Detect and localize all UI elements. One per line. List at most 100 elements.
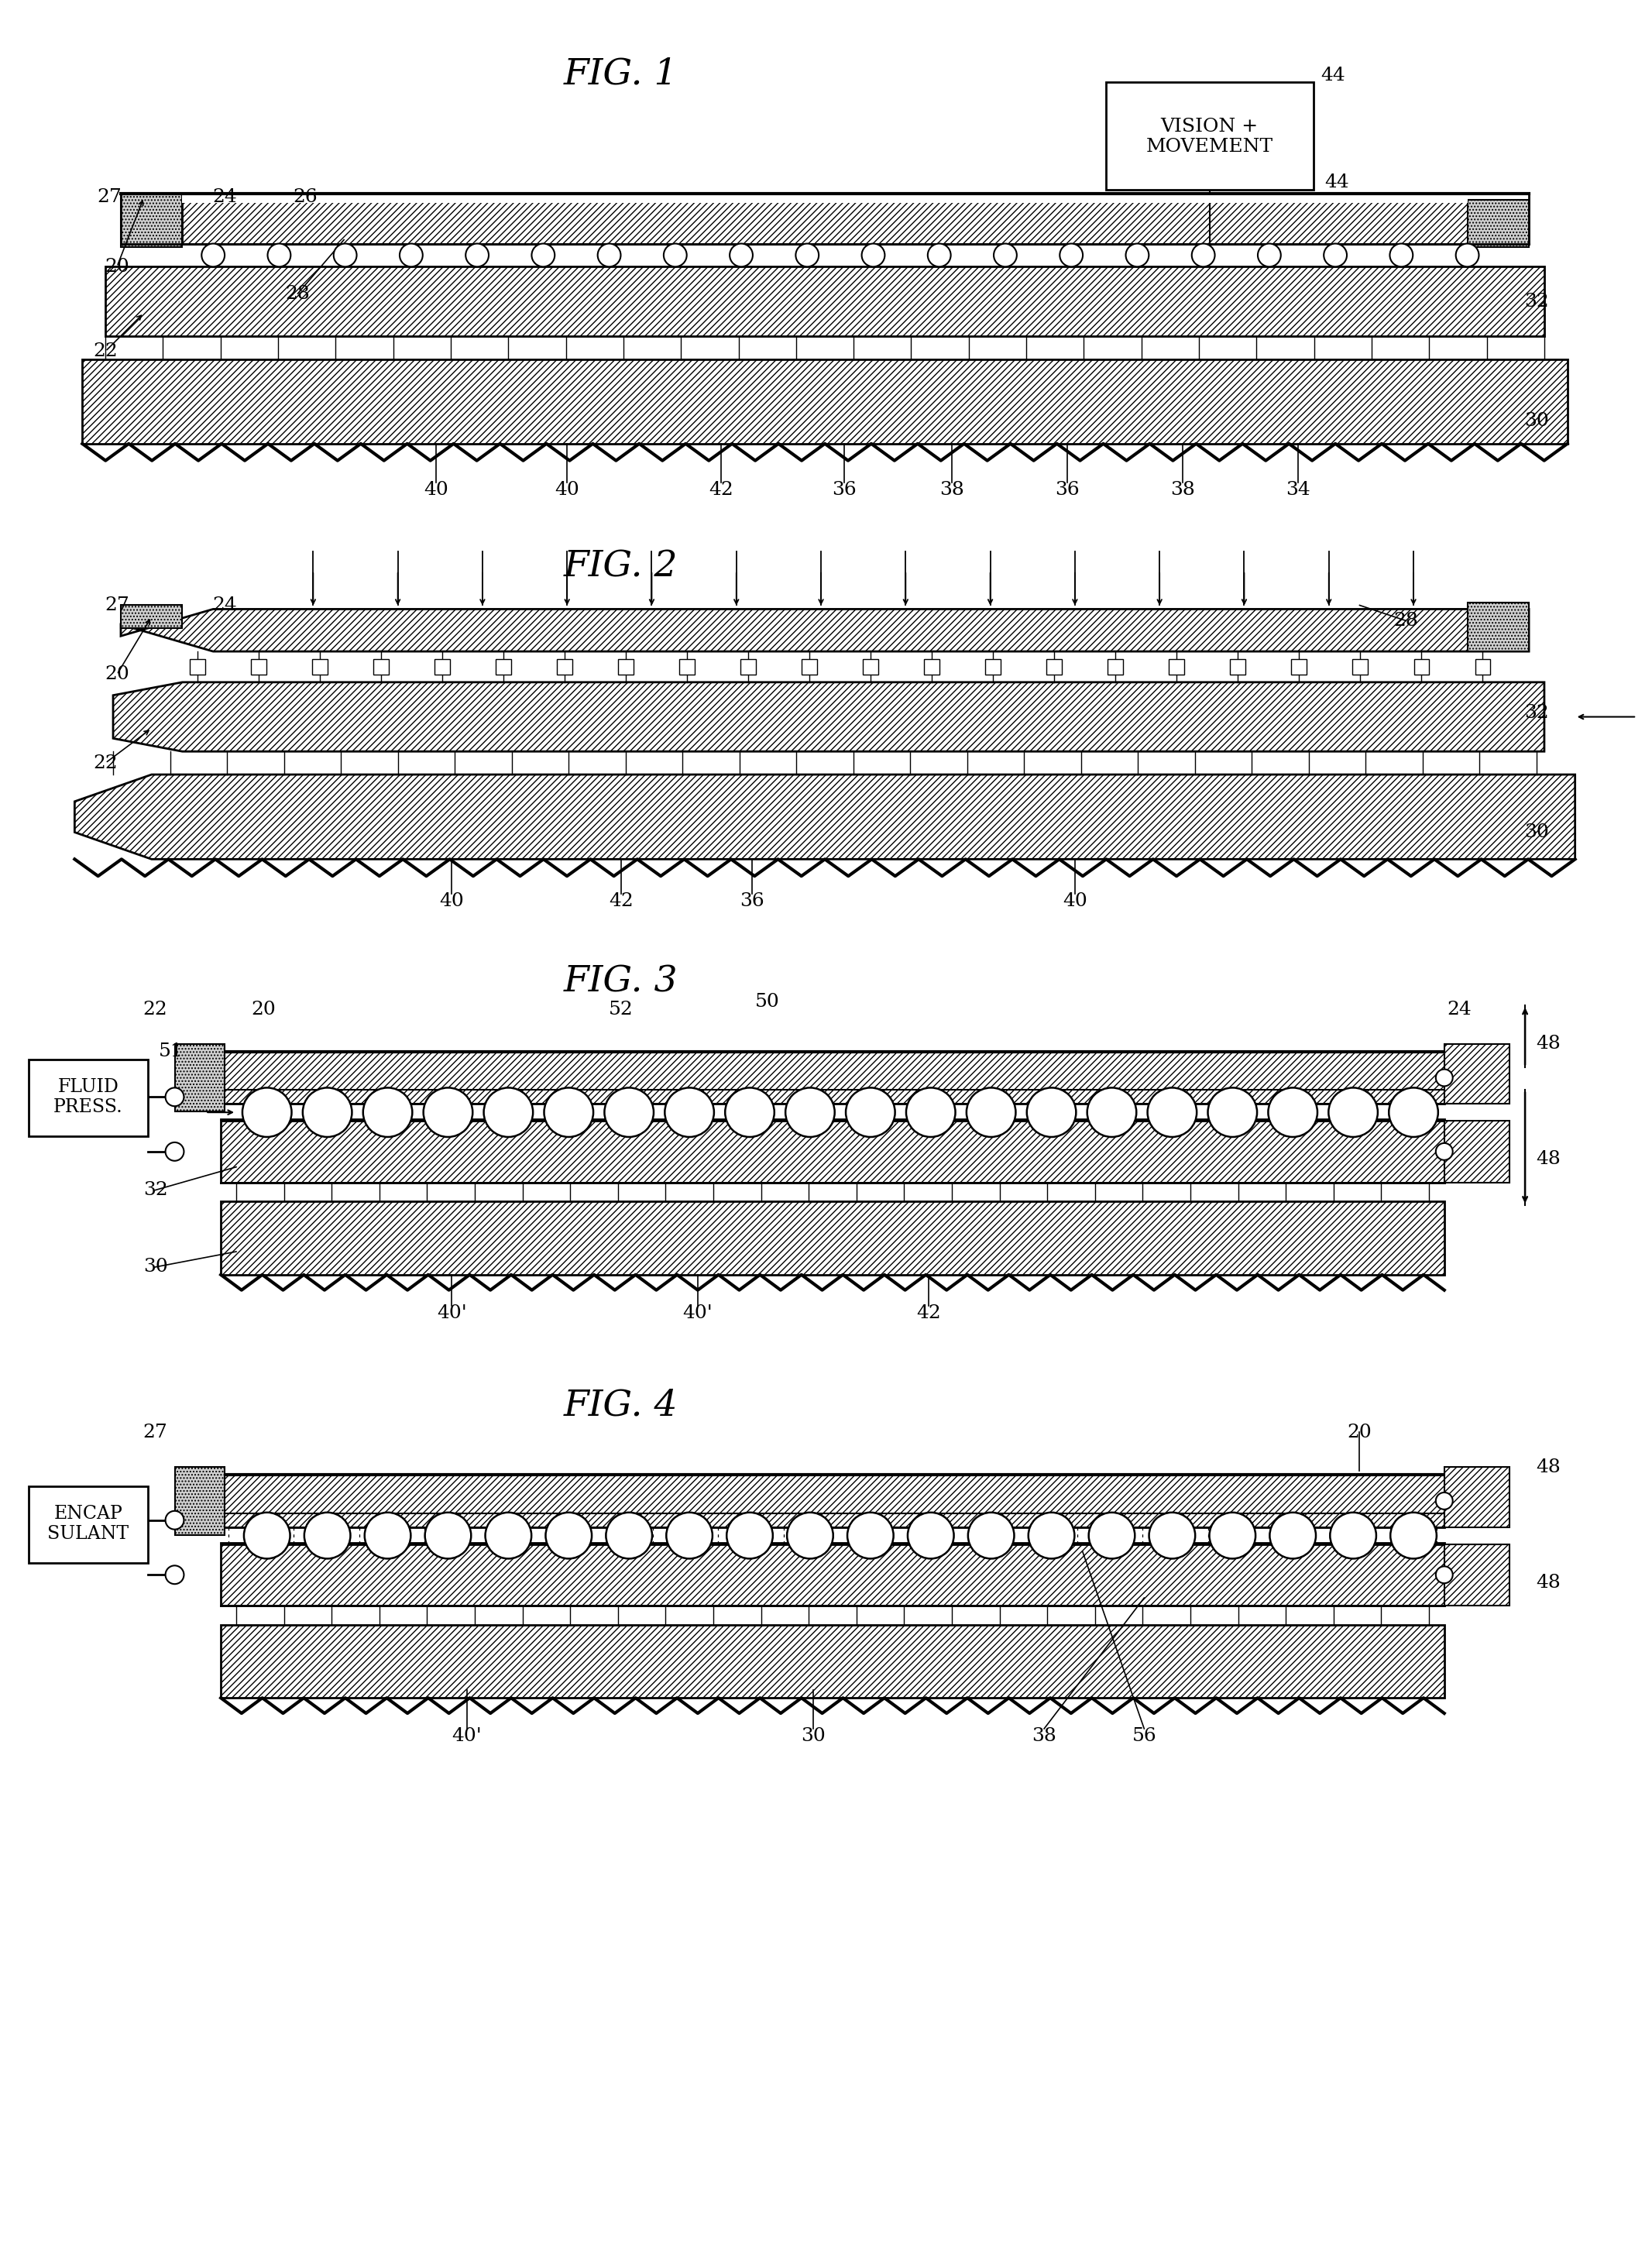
- Text: 32: 32: [1525, 705, 1550, 721]
- Text: 48: 48: [1536, 1036, 1561, 1052]
- Circle shape: [796, 243, 819, 268]
- Text: 34: 34: [1285, 481, 1310, 499]
- Circle shape: [165, 1510, 183, 1530]
- Bar: [1444, 1544, 1510, 1605]
- Bar: [1444, 1120, 1510, 1183]
- Bar: [986, 660, 1001, 676]
- Text: SULANT: SULANT: [48, 1526, 129, 1544]
- Polygon shape: [74, 775, 1574, 859]
- Text: 22: 22: [93, 342, 117, 360]
- Circle shape: [423, 1088, 472, 1138]
- Circle shape: [244, 1512, 291, 1560]
- Circle shape: [165, 1566, 183, 1585]
- Text: 24: 24: [213, 596, 236, 614]
- Bar: [434, 660, 451, 676]
- Circle shape: [1087, 1088, 1137, 1138]
- Circle shape: [1191, 243, 1214, 268]
- Text: 40: 40: [439, 893, 464, 911]
- Bar: [312, 660, 327, 676]
- Circle shape: [1328, 1088, 1378, 1138]
- Circle shape: [1330, 1512, 1376, 1560]
- Text: PRESS.: PRESS.: [53, 1097, 122, 1115]
- Circle shape: [304, 1512, 350, 1560]
- Bar: [221, 1202, 1444, 1274]
- Bar: [1467, 199, 1528, 247]
- Polygon shape: [112, 682, 1545, 750]
- Bar: [182, 202, 1467, 243]
- Text: VISION +: VISION +: [1161, 118, 1259, 136]
- Text: FIG. 2: FIG. 2: [563, 549, 677, 585]
- Circle shape: [727, 1512, 773, 1560]
- Circle shape: [664, 1088, 714, 1138]
- Circle shape: [1148, 1088, 1196, 1138]
- Circle shape: [165, 1143, 183, 1161]
- Bar: [175, 1043, 225, 1111]
- Text: 27: 27: [97, 188, 122, 206]
- Bar: [1292, 660, 1307, 676]
- Text: 56: 56: [1132, 1727, 1156, 1746]
- Bar: [121, 605, 182, 628]
- Text: MOVEMENT: MOVEMENT: [1146, 138, 1274, 156]
- Circle shape: [1455, 243, 1479, 268]
- Text: 27: 27: [104, 596, 129, 614]
- Text: 36: 36: [740, 893, 763, 911]
- Bar: [175, 1467, 225, 1535]
- Bar: [1475, 660, 1490, 676]
- Text: 51: 51: [159, 1043, 183, 1061]
- Text: 40': 40': [436, 1304, 466, 1322]
- Text: 32: 32: [1525, 292, 1550, 311]
- Bar: [1231, 660, 1246, 676]
- Text: 40: 40: [425, 481, 449, 499]
- Bar: [221, 1120, 1444, 1183]
- Polygon shape: [121, 610, 1528, 651]
- Bar: [251, 660, 266, 676]
- Text: FIG. 3: FIG. 3: [563, 966, 677, 1000]
- Circle shape: [730, 243, 753, 268]
- Text: 44: 44: [1325, 172, 1348, 190]
- Text: FLUID: FLUID: [58, 1079, 119, 1095]
- Text: 40': 40': [682, 1304, 714, 1322]
- Text: 40': 40': [453, 1727, 482, 1746]
- Bar: [496, 660, 512, 676]
- Text: 22: 22: [144, 1000, 169, 1018]
- Circle shape: [846, 1088, 895, 1138]
- Text: 30: 30: [801, 1727, 826, 1746]
- Circle shape: [243, 1088, 292, 1138]
- Circle shape: [847, 1512, 894, 1560]
- Bar: [1105, 82, 1313, 190]
- Bar: [862, 660, 879, 676]
- Bar: [1353, 660, 1368, 676]
- Text: 50: 50: [755, 993, 780, 1011]
- Circle shape: [1269, 1088, 1317, 1138]
- Text: 42: 42: [709, 481, 733, 499]
- Circle shape: [907, 1088, 955, 1138]
- Circle shape: [334, 243, 357, 268]
- Circle shape: [1436, 1070, 1452, 1086]
- Text: 27: 27: [144, 1424, 169, 1442]
- Circle shape: [484, 1088, 534, 1138]
- Bar: [221, 1514, 1444, 1528]
- Circle shape: [1389, 243, 1412, 268]
- Circle shape: [165, 1088, 183, 1106]
- Bar: [221, 1544, 1444, 1605]
- Circle shape: [363, 1088, 413, 1138]
- Bar: [679, 660, 695, 676]
- Circle shape: [1391, 1512, 1437, 1560]
- Circle shape: [1059, 243, 1082, 268]
- Text: 48: 48: [1536, 1573, 1561, 1591]
- Text: 40: 40: [1062, 893, 1087, 911]
- Circle shape: [1028, 1512, 1074, 1560]
- Circle shape: [598, 243, 621, 268]
- Text: 28: 28: [286, 286, 311, 302]
- Text: 20: 20: [104, 666, 129, 682]
- Bar: [106, 268, 1545, 336]
- Circle shape: [466, 243, 489, 268]
- Bar: [801, 660, 818, 676]
- Circle shape: [666, 1512, 712, 1560]
- Circle shape: [1436, 1492, 1452, 1510]
- Circle shape: [1208, 1088, 1257, 1138]
- Circle shape: [302, 1088, 352, 1138]
- Circle shape: [995, 243, 1016, 268]
- Text: 44: 44: [1320, 68, 1345, 84]
- Circle shape: [365, 1512, 411, 1560]
